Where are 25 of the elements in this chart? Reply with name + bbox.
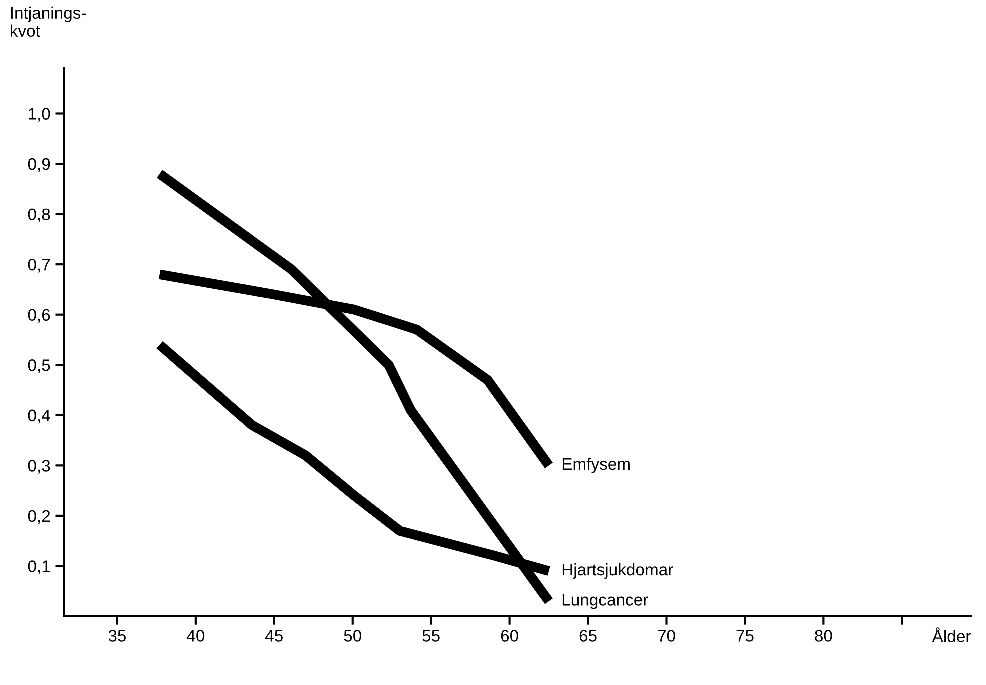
- series-label: Emfysem: [562, 458, 630, 474]
- x-tick-label: 50: [344, 630, 362, 642]
- y-tick-label: 0,8: [28, 208, 50, 222]
- y-tick-label: 0,4: [28, 410, 50, 424]
- y-tick-label: 0,7: [28, 258, 50, 273]
- x-tick-label: 45: [266, 630, 283, 642]
- y-tick-label: 0,9: [28, 158, 50, 172]
- y-tick-label: 0,2: [28, 510, 50, 524]
- y-tick-label: 0,5: [28, 360, 50, 374]
- series-label: Lungcancer: [562, 594, 648, 610]
- series-label: Hjartsjukdomar: [562, 563, 674, 580]
- x-tick-label: 35: [108, 630, 126, 642]
- x-axis-title: Ålder: [932, 628, 971, 642]
- x-tick-label: 55: [422, 630, 440, 642]
- y-tick-label: 0,1: [28, 560, 50, 574]
- x-tick-label: 40: [187, 630, 205, 642]
- x-tick-label: 80: [815, 630, 832, 642]
- x-tick-label: 70: [658, 630, 676, 642]
- y-tick-label: 1,0: [29, 108, 50, 122]
- x-tick-label: 65: [580, 630, 597, 642]
- x-tick-label: 60: [501, 630, 518, 642]
- x-tick-label: 75: [736, 630, 754, 642]
- y-tick-label: 0,3: [28, 460, 50, 474]
- y-axis-title: Intjanings- kvot: [10, 6, 86, 38]
- y-tick-label: 0,6: [28, 309, 50, 324]
